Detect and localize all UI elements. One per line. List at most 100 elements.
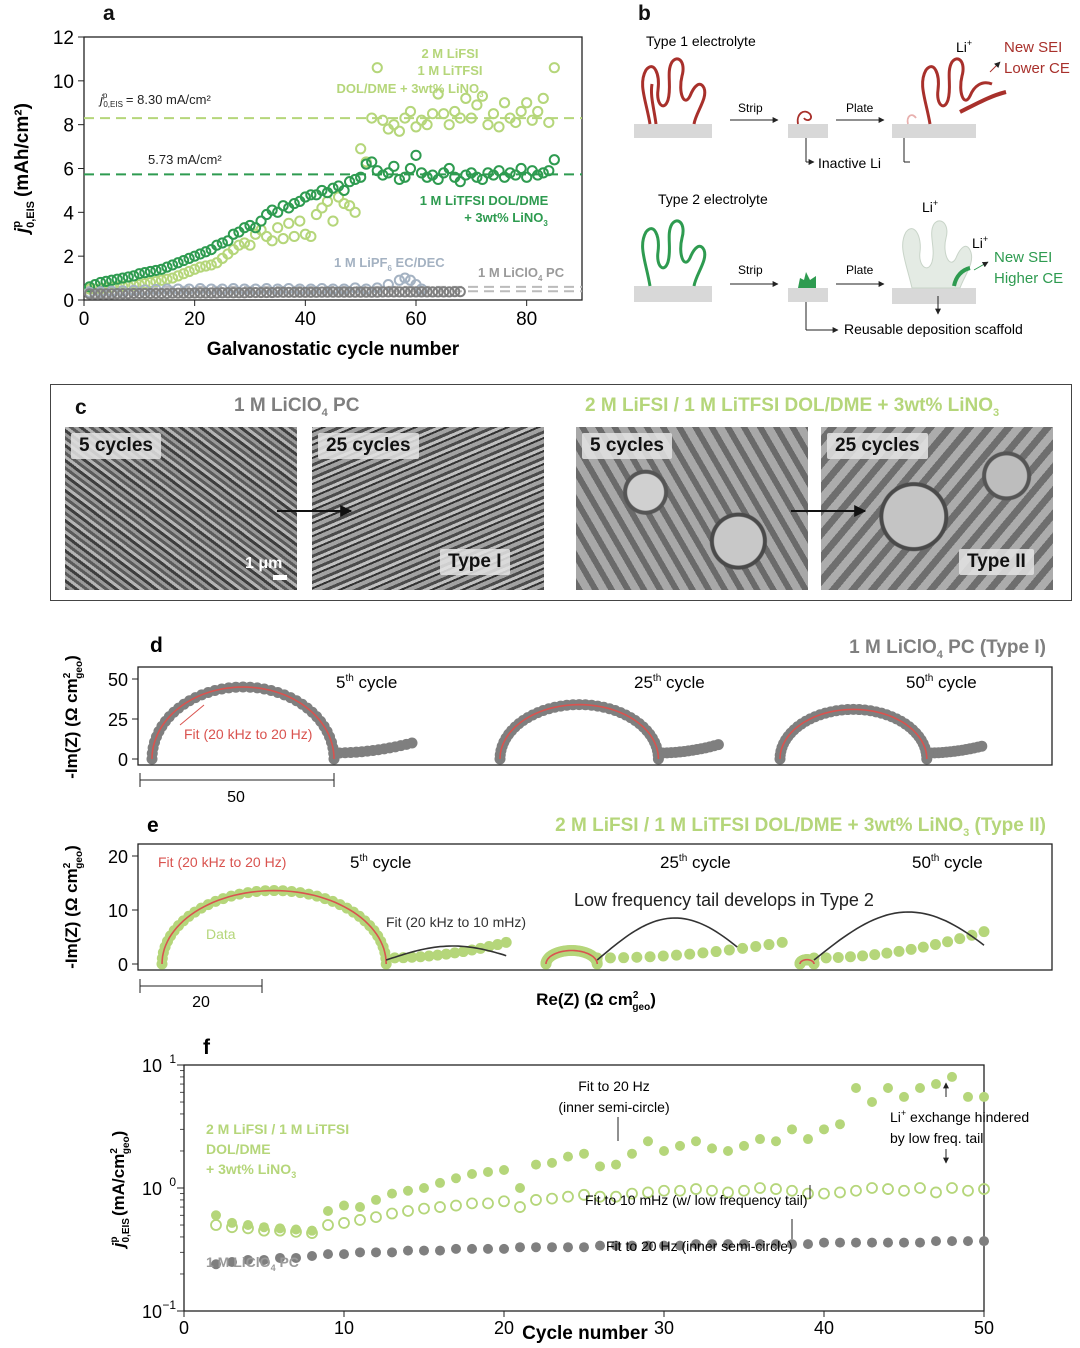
chart-a-point-s1-4 <box>106 274 118 286</box>
chart-a-point-s3-39 <box>299 286 311 298</box>
sem-label-25-cycles: 25 cycles <box>318 433 419 459</box>
chart-a-point-s0-67 <box>454 112 466 124</box>
sem-scale-bar-line <box>273 575 287 580</box>
chart-a-point-s1-56 <box>393 173 405 186</box>
chart-e-ytick-label-0: 0 <box>118 955 128 975</box>
chart-f-point-s2-21 <box>547 1242 557 1253</box>
chart-a-point-s0-81 <box>532 105 544 118</box>
chart-a-point-s3-36 <box>283 286 295 298</box>
chart-f-point-s1-22 <box>562 1190 574 1203</box>
chart-f-point-s1-38 <box>818 1187 830 1200</box>
chart-a-point-s3-41 <box>310 286 322 298</box>
chart-f-point-s1-17 <box>482 1197 494 1210</box>
chart-a-ylabel: jp 0,EIS(mAh/cm²) <box>11 103 37 236</box>
chart-f-point-s1-35 <box>770 1183 782 1195</box>
chart-f-point-s1-26 <box>626 1187 638 1200</box>
chart-f-point-s1-0 <box>210 1219 222 1231</box>
svg-text:-Im(Z) (Ω cm2geo): -Im(Z) (Ω cm2geo) <box>62 845 85 969</box>
chart-f-point-s1-36 <box>786 1184 798 1197</box>
chart-f-point-s0-7 <box>323 1206 333 1217</box>
chart-a-ytick-label-3: 6 <box>63 160 74 181</box>
chart-f-point-s1-28 <box>658 1184 670 1197</box>
chart-e-tail-point-2-5 <box>869 949 881 961</box>
chart-f-point-s2-22 <box>563 1242 573 1253</box>
chart-a-point-s3-64 <box>438 286 450 298</box>
chart-a-point-s3-20 <box>194 287 206 299</box>
chart-e-tail-point-0-8 <box>449 947 461 959</box>
chart-f-point-s1-37 <box>802 1187 814 1200</box>
chart-e-fit-hz: Fit (20 kHz to 20 Hz) <box>158 854 286 870</box>
chart-a-point-s1-49 <box>355 171 367 183</box>
chart-a-point-s1-74 <box>493 165 505 177</box>
chart-a-point-s0-16 <box>172 270 184 282</box>
chart-f-point-s1-39 <box>834 1186 846 1199</box>
chart-a-point-s0-68 <box>460 92 472 104</box>
chart-f-point-s1-16 <box>466 1197 478 1210</box>
chart-a-point-s0-33 <box>266 235 278 247</box>
chart-f-point-s1-3 <box>258 1224 270 1237</box>
chart-f-point-s0-30 <box>691 1136 701 1147</box>
chart-e-tail-point-2-8 <box>905 943 917 955</box>
chart-a-point-s1-82 <box>537 167 549 179</box>
chart-a-point-s3-55 <box>388 286 400 298</box>
chart-a-point-s3-30 <box>249 286 262 299</box>
chart-d-scale-label: 50 <box>227 789 245 806</box>
chart-a-point-s0-49 <box>355 143 367 155</box>
chart-e-tail-point-2-4 <box>857 950 869 962</box>
chart-f-point-s1-44 <box>914 1182 926 1194</box>
chart-a-ytick-label-5: 10 <box>53 72 74 93</box>
chart-f-point-s0-46 <box>947 1071 957 1082</box>
chart-f-point-s2-24 <box>595 1240 605 1251</box>
panel-a-letter: a <box>103 2 115 25</box>
chart-f-point-s2-35 <box>771 1239 781 1250</box>
chart-f-point-s2-30 <box>691 1239 701 1250</box>
sem-label-25-cycles-right: 25 cycles <box>827 433 928 459</box>
chart-a-point-s3-16 <box>172 287 184 299</box>
chart-f-point-s2-34 <box>755 1239 765 1250</box>
chart-e-tail-point-0-14 <box>500 936 512 948</box>
chart-a-label-litfsi-2: + 3wt% LiNO3 <box>464 210 548 228</box>
b-li-plus-2: Li+ <box>922 198 938 215</box>
chart-a-point-s3-1 <box>89 288 101 300</box>
chart-a-point-s1-24 <box>216 237 228 249</box>
chart-a-point-s0-82 <box>537 92 549 104</box>
chart-a-point-s1-83 <box>543 165 555 177</box>
chart-a-point-s3-51 <box>366 286 378 298</box>
chart-f-point-s1-8 <box>338 1217 350 1229</box>
chart-a-point-s1-50 <box>360 158 372 170</box>
chart-a-point-s3-10 <box>139 287 151 300</box>
chart-e-cycle50: 50th cycle <box>912 853 983 872</box>
chart-a-point-s2-19 <box>294 283 306 295</box>
chart-f-legend-grey: 1 M LiClO4 PC <box>206 1254 299 1273</box>
chart-a-point-s1-81 <box>532 169 544 181</box>
b-new-sei-lower-2: Lower CE <box>1004 60 1070 77</box>
chart-f-point-s0-42 <box>883 1083 893 1094</box>
chart-f-point-s1-43 <box>898 1184 910 1197</box>
chart-f-point-s1-30 <box>690 1183 702 1195</box>
chart-f-legend-green-3: + 3wt% LiNO3 <box>206 1161 296 1180</box>
chart-e-tail-point-1-0 <box>591 952 603 964</box>
chart-f-legend-green-1: 2 M LiFSI / 1 M LiTFSI <box>206 1121 349 1137</box>
chart-e-tail-point-1-13 <box>763 939 775 951</box>
chart-f-point-s1-6 <box>306 1227 318 1239</box>
chart-e-xlabel: Re(Z) (Ω cm2 geo) <box>536 990 656 1013</box>
chart-f-point-s1-12 <box>402 1205 414 1217</box>
chart-a-point-s0-55 <box>388 119 400 131</box>
chart-e-tail-point-1-5 <box>657 950 669 962</box>
chart-e-fit-2 <box>799 958 815 964</box>
chart-a-point-s1-33 <box>266 204 278 216</box>
chart-f-point-s0-12 <box>403 1185 413 1196</box>
chart-a-point-s1-34 <box>272 206 284 218</box>
chart-a-point-s0-15 <box>166 272 179 284</box>
panel-c-letter: c <box>75 396 87 419</box>
chart-e-fit-long-0 <box>385 945 507 961</box>
chart-f-point-s0-14 <box>435 1177 445 1188</box>
chart-f-point-s2-48 <box>979 1236 989 1247</box>
chart-f-xtick-label-2: 20 <box>494 1318 514 1338</box>
chart-a-point-s3-0 <box>83 288 96 300</box>
chart-a-point-s1-8 <box>128 270 140 282</box>
chart-a-ann-573: 5.73 mA/cm² <box>148 152 222 167</box>
chart-a-xtick-label-2: 40 <box>295 309 316 330</box>
chart-d-cycle25: 25th cycle <box>634 673 705 692</box>
chart-f-point-s2-32 <box>723 1239 733 1250</box>
